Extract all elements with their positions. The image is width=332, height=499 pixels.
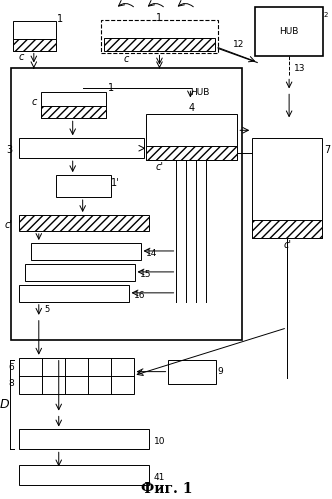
Text: 2: 2 <box>324 11 328 17</box>
Text: 7: 7 <box>324 145 330 155</box>
Text: c': c' <box>155 162 163 172</box>
Bar <box>252 220 322 238</box>
Text: c': c' <box>5 220 13 230</box>
Text: 14: 14 <box>145 250 157 258</box>
Text: c: c <box>18 52 24 62</box>
Text: c: c <box>32 97 37 107</box>
Bar <box>145 146 237 160</box>
Bar <box>13 38 56 50</box>
Bar <box>145 146 237 160</box>
Text: 15: 15 <box>139 270 151 279</box>
Bar <box>19 215 148 231</box>
Text: 5: 5 <box>44 305 49 314</box>
Bar <box>19 285 128 302</box>
Bar <box>31 243 140 260</box>
Text: 4: 4 <box>188 103 195 113</box>
Bar <box>56 175 111 197</box>
Bar <box>255 6 323 56</box>
Text: 8: 8 <box>8 379 14 388</box>
Bar <box>168 360 216 384</box>
Bar <box>145 114 237 160</box>
Bar <box>41 92 106 118</box>
Bar <box>104 37 215 50</box>
Text: Фиг. 1: Фиг. 1 <box>141 483 192 497</box>
Text: 41: 41 <box>153 473 165 482</box>
Bar <box>19 138 143 158</box>
Bar <box>41 106 106 118</box>
Bar <box>19 358 133 394</box>
Bar <box>13 38 56 50</box>
Text: 1: 1 <box>156 12 163 22</box>
Text: 3: 3 <box>7 145 13 155</box>
Text: 13: 13 <box>294 64 306 73</box>
Bar <box>13 20 56 50</box>
Text: c: c <box>124 54 129 64</box>
Text: c': c' <box>283 240 291 250</box>
Text: HUB: HUB <box>190 88 209 97</box>
Bar <box>25 264 134 281</box>
Bar <box>41 106 106 118</box>
Text: HUB: HUB <box>280 27 299 36</box>
Bar <box>101 19 218 52</box>
Text: 12: 12 <box>233 40 244 49</box>
Text: 16: 16 <box>133 291 145 300</box>
Bar <box>19 430 148 450</box>
Text: 1: 1 <box>57 13 63 23</box>
Bar <box>252 138 322 238</box>
Text: 1': 1' <box>111 178 120 188</box>
Text: 1: 1 <box>108 83 114 93</box>
Text: 9: 9 <box>217 367 223 376</box>
Bar <box>19 466 148 486</box>
Bar <box>252 220 322 238</box>
Text: D: D <box>0 398 10 411</box>
Bar <box>11 68 242 340</box>
Bar <box>19 215 148 231</box>
Text: 10: 10 <box>153 437 165 446</box>
Bar <box>104 37 215 50</box>
Text: 6: 6 <box>8 363 14 372</box>
